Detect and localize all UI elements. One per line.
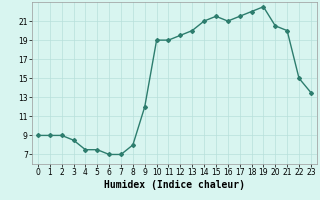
X-axis label: Humidex (Indice chaleur): Humidex (Indice chaleur) (104, 180, 245, 190)
